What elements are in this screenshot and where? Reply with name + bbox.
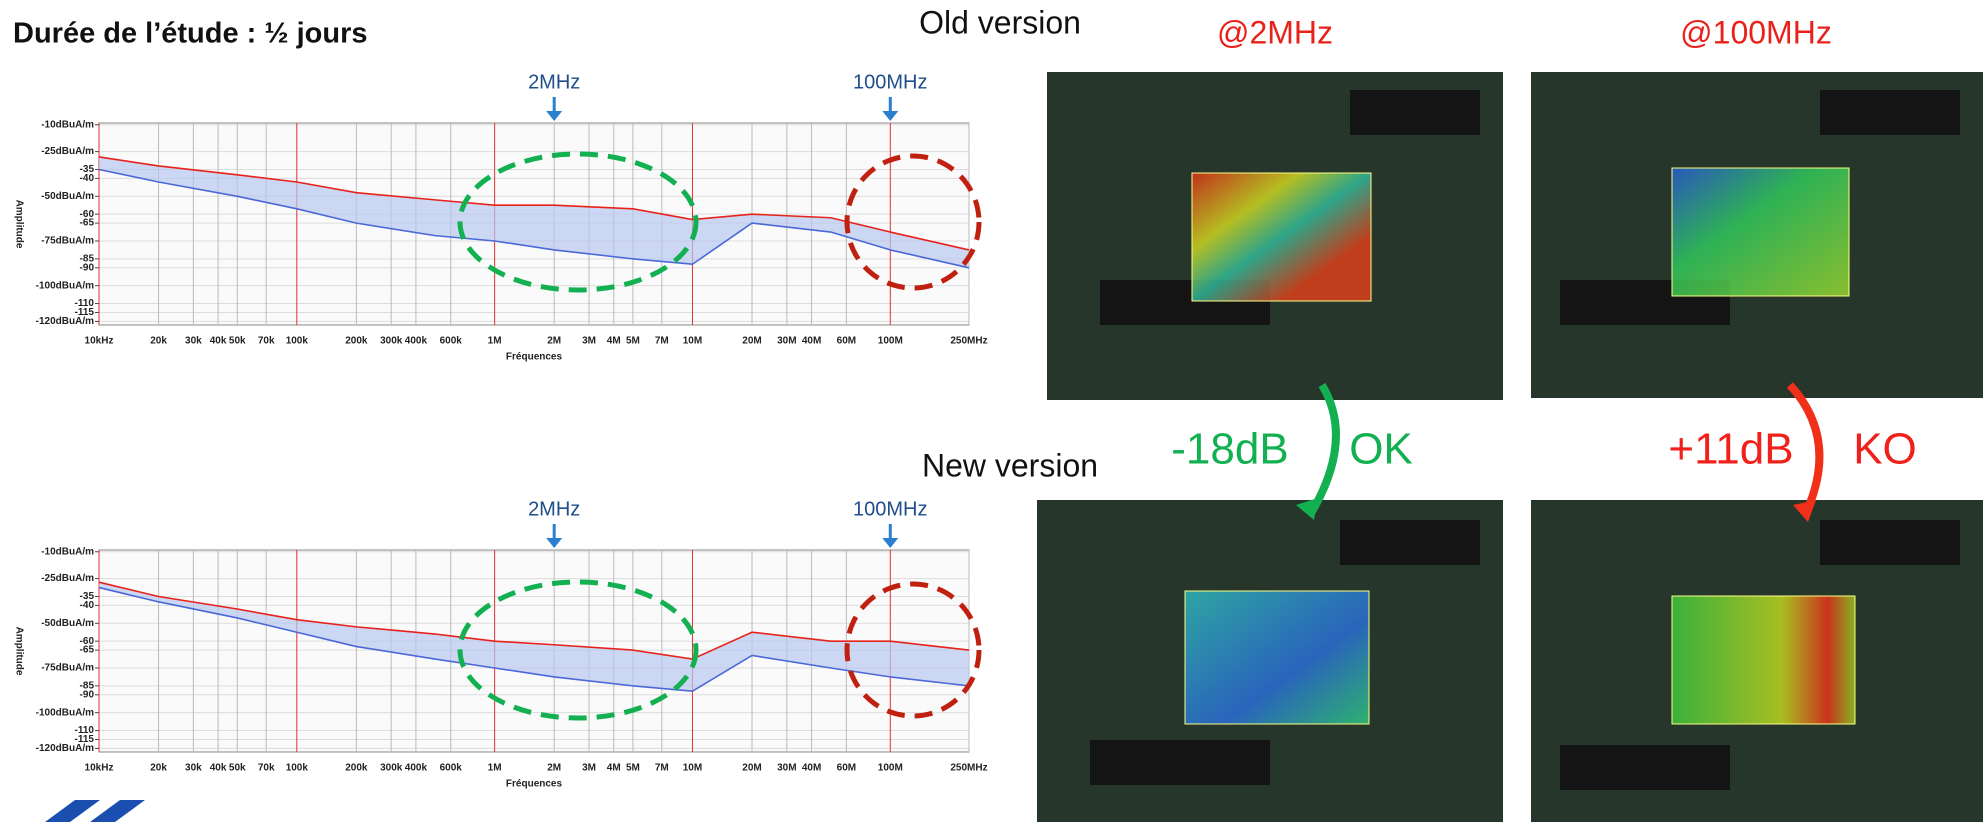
x-tick-label: 40k: [210, 336, 227, 347]
x-tick-label: 100M: [878, 763, 903, 774]
x-tick-label: 30k: [185, 763, 202, 774]
logo: [45, 800, 145, 822]
x-tick-label: 20M: [742, 336, 761, 347]
x-tick-label: 7M: [655, 763, 669, 774]
y-tick-label: -75dBuA/m: [41, 236, 94, 247]
x-tick-label: 60M: [837, 763, 856, 774]
x-tick-label: 10kHz: [85, 336, 114, 347]
annotation: 2MHz: [528, 71, 580, 93]
x-tick-label: 70k: [258, 336, 275, 347]
x-tick-label: 400k: [405, 336, 428, 347]
x-tick-label: 600k: [440, 336, 463, 347]
x-tick-label: 100M: [878, 336, 903, 347]
y-tick-label: -120dBuA/m: [36, 743, 94, 754]
y-tick-label: -10dBuA/m: [41, 546, 94, 557]
arrow-head: [546, 111, 562, 121]
x-tick-label: 7M: [655, 336, 669, 347]
annotation: 2MHz: [528, 498, 580, 520]
x-tick-label: 4M: [607, 763, 621, 774]
verdict-label: KO: [1853, 425, 1917, 474]
arrow-head: [546, 538, 562, 548]
x-tick-label: 2M: [547, 763, 561, 774]
y-tick-label: -50dBuA/m: [41, 618, 94, 629]
y-tick-label: -100dBuA/m: [36, 280, 94, 291]
x-tick-label: 30M: [777, 763, 796, 774]
x-tick-label: 4M: [607, 336, 621, 347]
delta-label: +11dB: [1668, 425, 1793, 474]
y-tick-label: -10dBuA/m: [41, 119, 94, 130]
x-tick-label: 20k: [150, 763, 167, 774]
annotation: 100MHz: [853, 71, 927, 93]
y-axis-label: Amplitude: [13, 627, 24, 676]
x-tick-label: 10kHz: [85, 763, 114, 774]
y-tick-label: -75dBuA/m: [41, 663, 94, 674]
slide-title: Durée de l’étude : ½ jours: [13, 18, 368, 50]
x-tick-label: 600k: [440, 763, 463, 774]
y-tick-label: -120dBuA/m: [36, 316, 94, 327]
x-tick-label: 400k: [405, 763, 428, 774]
y-tick-label: -40: [80, 173, 95, 184]
x-tick-label: 100k: [286, 336, 309, 347]
y-tick-label: -100dBuA/m: [36, 707, 94, 718]
verdict-label: OK: [1349, 425, 1413, 474]
x-tick-label: 300k: [380, 763, 403, 774]
x-tick-label: 20k: [150, 336, 167, 347]
y-tick-label: -65: [80, 645, 95, 656]
x-tick-label: 50k: [229, 336, 246, 347]
y-tick-label: -90: [80, 262, 95, 273]
arrow-head: [882, 111, 898, 121]
freq-label: @2MHz: [1217, 14, 1333, 50]
x-tick-label: 30M: [777, 336, 796, 347]
arrow-head: [882, 538, 898, 548]
x-tick-label: 3M: [582, 336, 596, 347]
x-tick-label: 3M: [582, 763, 596, 774]
x-tick-label: 40M: [802, 336, 821, 347]
delta-label: -18dB: [1171, 425, 1288, 474]
y-tick-label: -50dBuA/m: [41, 191, 94, 202]
x-tick-label: 20M: [742, 763, 761, 774]
x-tick-label: 250MHz: [950, 336, 987, 347]
y-axis-label: Amplitude: [13, 200, 24, 249]
y-tick-label: -40: [80, 600, 95, 611]
old-label: Old version: [919, 4, 1081, 40]
arrow: [1310, 385, 1336, 515]
x-tick-label: 10M: [683, 763, 702, 774]
y-tick-label: -25dBuA/m: [41, 573, 94, 584]
y-tick-label: -90: [80, 689, 95, 700]
x-tick-label: 5M: [626, 336, 640, 347]
x-tick-label: 10M: [683, 336, 702, 347]
x-tick-label: 70k: [258, 763, 275, 774]
x-tick-label: 5M: [626, 763, 640, 774]
x-tick-label: 100k: [286, 763, 309, 774]
new-label: New version: [922, 447, 1098, 483]
x-tick-label: 40M: [802, 763, 821, 774]
x-tick-label: 40k: [210, 763, 227, 774]
x-tick-label: 300k: [380, 336, 403, 347]
x-tick-label: 1M: [488, 336, 502, 347]
annotation: 100MHz: [853, 498, 927, 520]
x-tick-label: 200k: [345, 336, 368, 347]
x-axis-label: Fréquences: [506, 352, 563, 363]
arrow: [1790, 385, 1819, 515]
x-tick-label: 200k: [345, 763, 368, 774]
x-tick-label: 2M: [547, 336, 561, 347]
y-tick-label: -65: [80, 218, 95, 229]
x-tick-label: 60M: [837, 336, 856, 347]
x-tick-label: 50k: [229, 763, 246, 774]
x-tick-label: 1M: [488, 763, 502, 774]
x-tick-label: 30k: [185, 336, 202, 347]
x-tick-label: 250MHz: [950, 763, 987, 774]
freq-label: @100MHz: [1680, 14, 1832, 50]
y-tick-label: -25dBuA/m: [41, 146, 94, 157]
slide: Durée de l’étude : ½ jours Old version N…: [0, 0, 1983, 822]
x-axis-label: Fréquences: [506, 779, 563, 790]
